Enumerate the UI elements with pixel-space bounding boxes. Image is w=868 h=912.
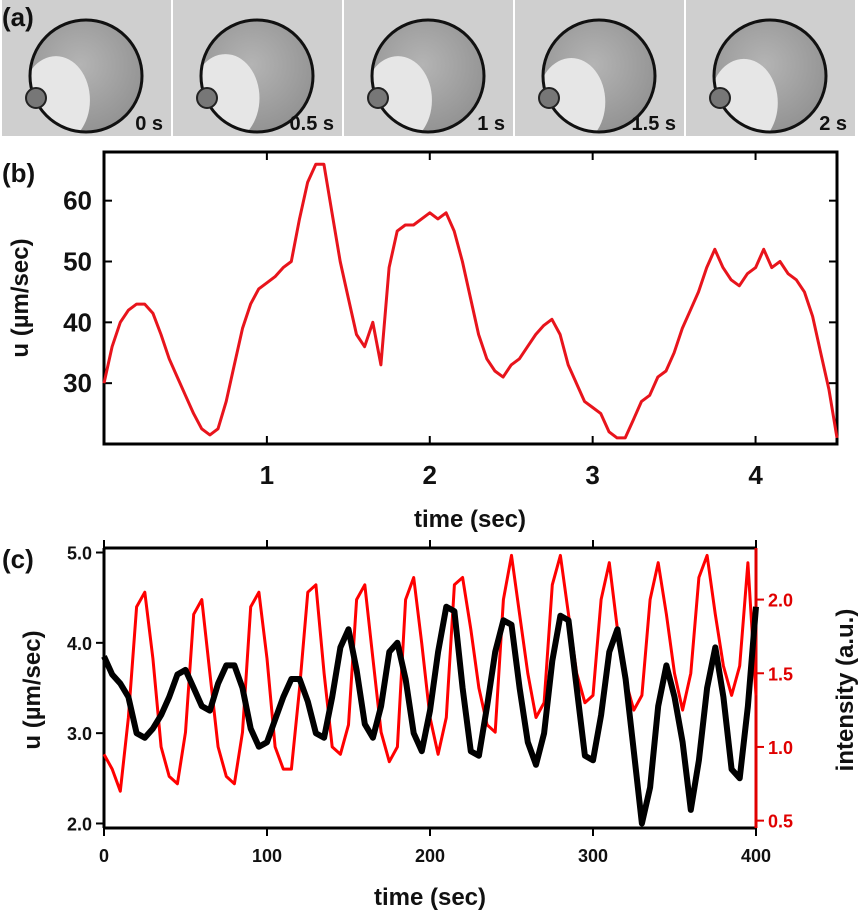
panel-a-label: (a) xyxy=(2,2,34,32)
frame-time-label: 1.5 s xyxy=(632,113,676,135)
right-tick-label: 2.0 xyxy=(768,591,793,611)
droplet-outline xyxy=(28,18,144,134)
x-tick-label: 200 xyxy=(415,846,445,866)
small-droplet xyxy=(25,87,47,109)
y-tick-label: 30 xyxy=(63,368,92,398)
right-tick-label: 0.5 xyxy=(768,812,793,832)
y-tick-label: 2.0 xyxy=(67,814,92,834)
x-tick-label: 4 xyxy=(748,460,763,490)
right-tick-label: 1.5 xyxy=(768,664,793,684)
frame-time-label: 0.5 s xyxy=(290,113,334,135)
droplet-outline xyxy=(199,18,315,134)
x-tick-label: 300 xyxy=(578,846,608,866)
small-droplet xyxy=(709,87,731,109)
small-droplet xyxy=(538,87,560,109)
droplet-outline xyxy=(712,18,828,134)
panel-b-frame xyxy=(102,150,839,446)
right-tick-label: 1.0 xyxy=(768,738,793,758)
panel-c-y-axis-title: u (µm/sec) xyxy=(19,630,46,749)
x-tick-label: 100 xyxy=(252,846,282,866)
panel-b-x-axis-title: time (sec) xyxy=(414,506,526,533)
panel-a-image-strip: 0 s 0.5 s 1 s 1.5 s 2 s xyxy=(2,0,855,136)
image-frame-4: 2 s xyxy=(686,0,855,136)
x-tick-label: 0 xyxy=(99,846,109,866)
panel-c-label: (c) xyxy=(2,544,34,574)
panel-b-label: (b) xyxy=(2,158,35,188)
x-tick-label: 1 xyxy=(260,460,274,490)
frame-time-label: 1 s xyxy=(477,113,505,135)
x-tick-label: 400 xyxy=(741,846,771,866)
velocity-line xyxy=(102,162,839,440)
image-frame-1: 0.5 s xyxy=(173,0,342,136)
image-frame-0: 0 s xyxy=(2,0,171,136)
x-tick-label: 3 xyxy=(585,460,599,490)
frame-time-label: 0 s xyxy=(135,113,163,135)
velocity-line xyxy=(101,603,759,827)
y-tick-label: 3.0 xyxy=(67,724,92,744)
y-tick-label: 60 xyxy=(63,186,92,216)
droplet-outline xyxy=(370,18,486,134)
y-tick-label: 50 xyxy=(63,247,92,277)
frame-time-label: 2 s xyxy=(819,113,847,135)
panel-b-chart: 1 2 3 4 30 40 50 60 time (sec) u (µm/sec) xyxy=(7,150,839,533)
x-tick-label: 2 xyxy=(423,460,437,490)
small-droplet xyxy=(196,87,218,109)
image-frame-2: 1 s xyxy=(344,0,513,136)
y-tick-label: 5.0 xyxy=(67,544,92,564)
y-tick-label: 4.0 xyxy=(67,634,92,654)
panel-c-chart: 0 100 200 300 400 2.0 3.0 4.0 5.0 0.5 1.0 1.5 2.0 ti… xyxy=(19,540,859,911)
panel-b-y-axis-title: u (µm/sec) xyxy=(7,238,34,357)
panel-c-right-axis-title: intensity (a.u.) xyxy=(832,609,859,772)
droplet-outline xyxy=(541,18,657,134)
small-droplet xyxy=(367,87,389,109)
y-tick-label: 40 xyxy=(63,307,92,337)
intensity-line xyxy=(102,553,758,793)
panel-c-x-axis-title: time (sec) xyxy=(374,884,486,911)
image-frame-3: 1.5 s xyxy=(515,0,684,136)
